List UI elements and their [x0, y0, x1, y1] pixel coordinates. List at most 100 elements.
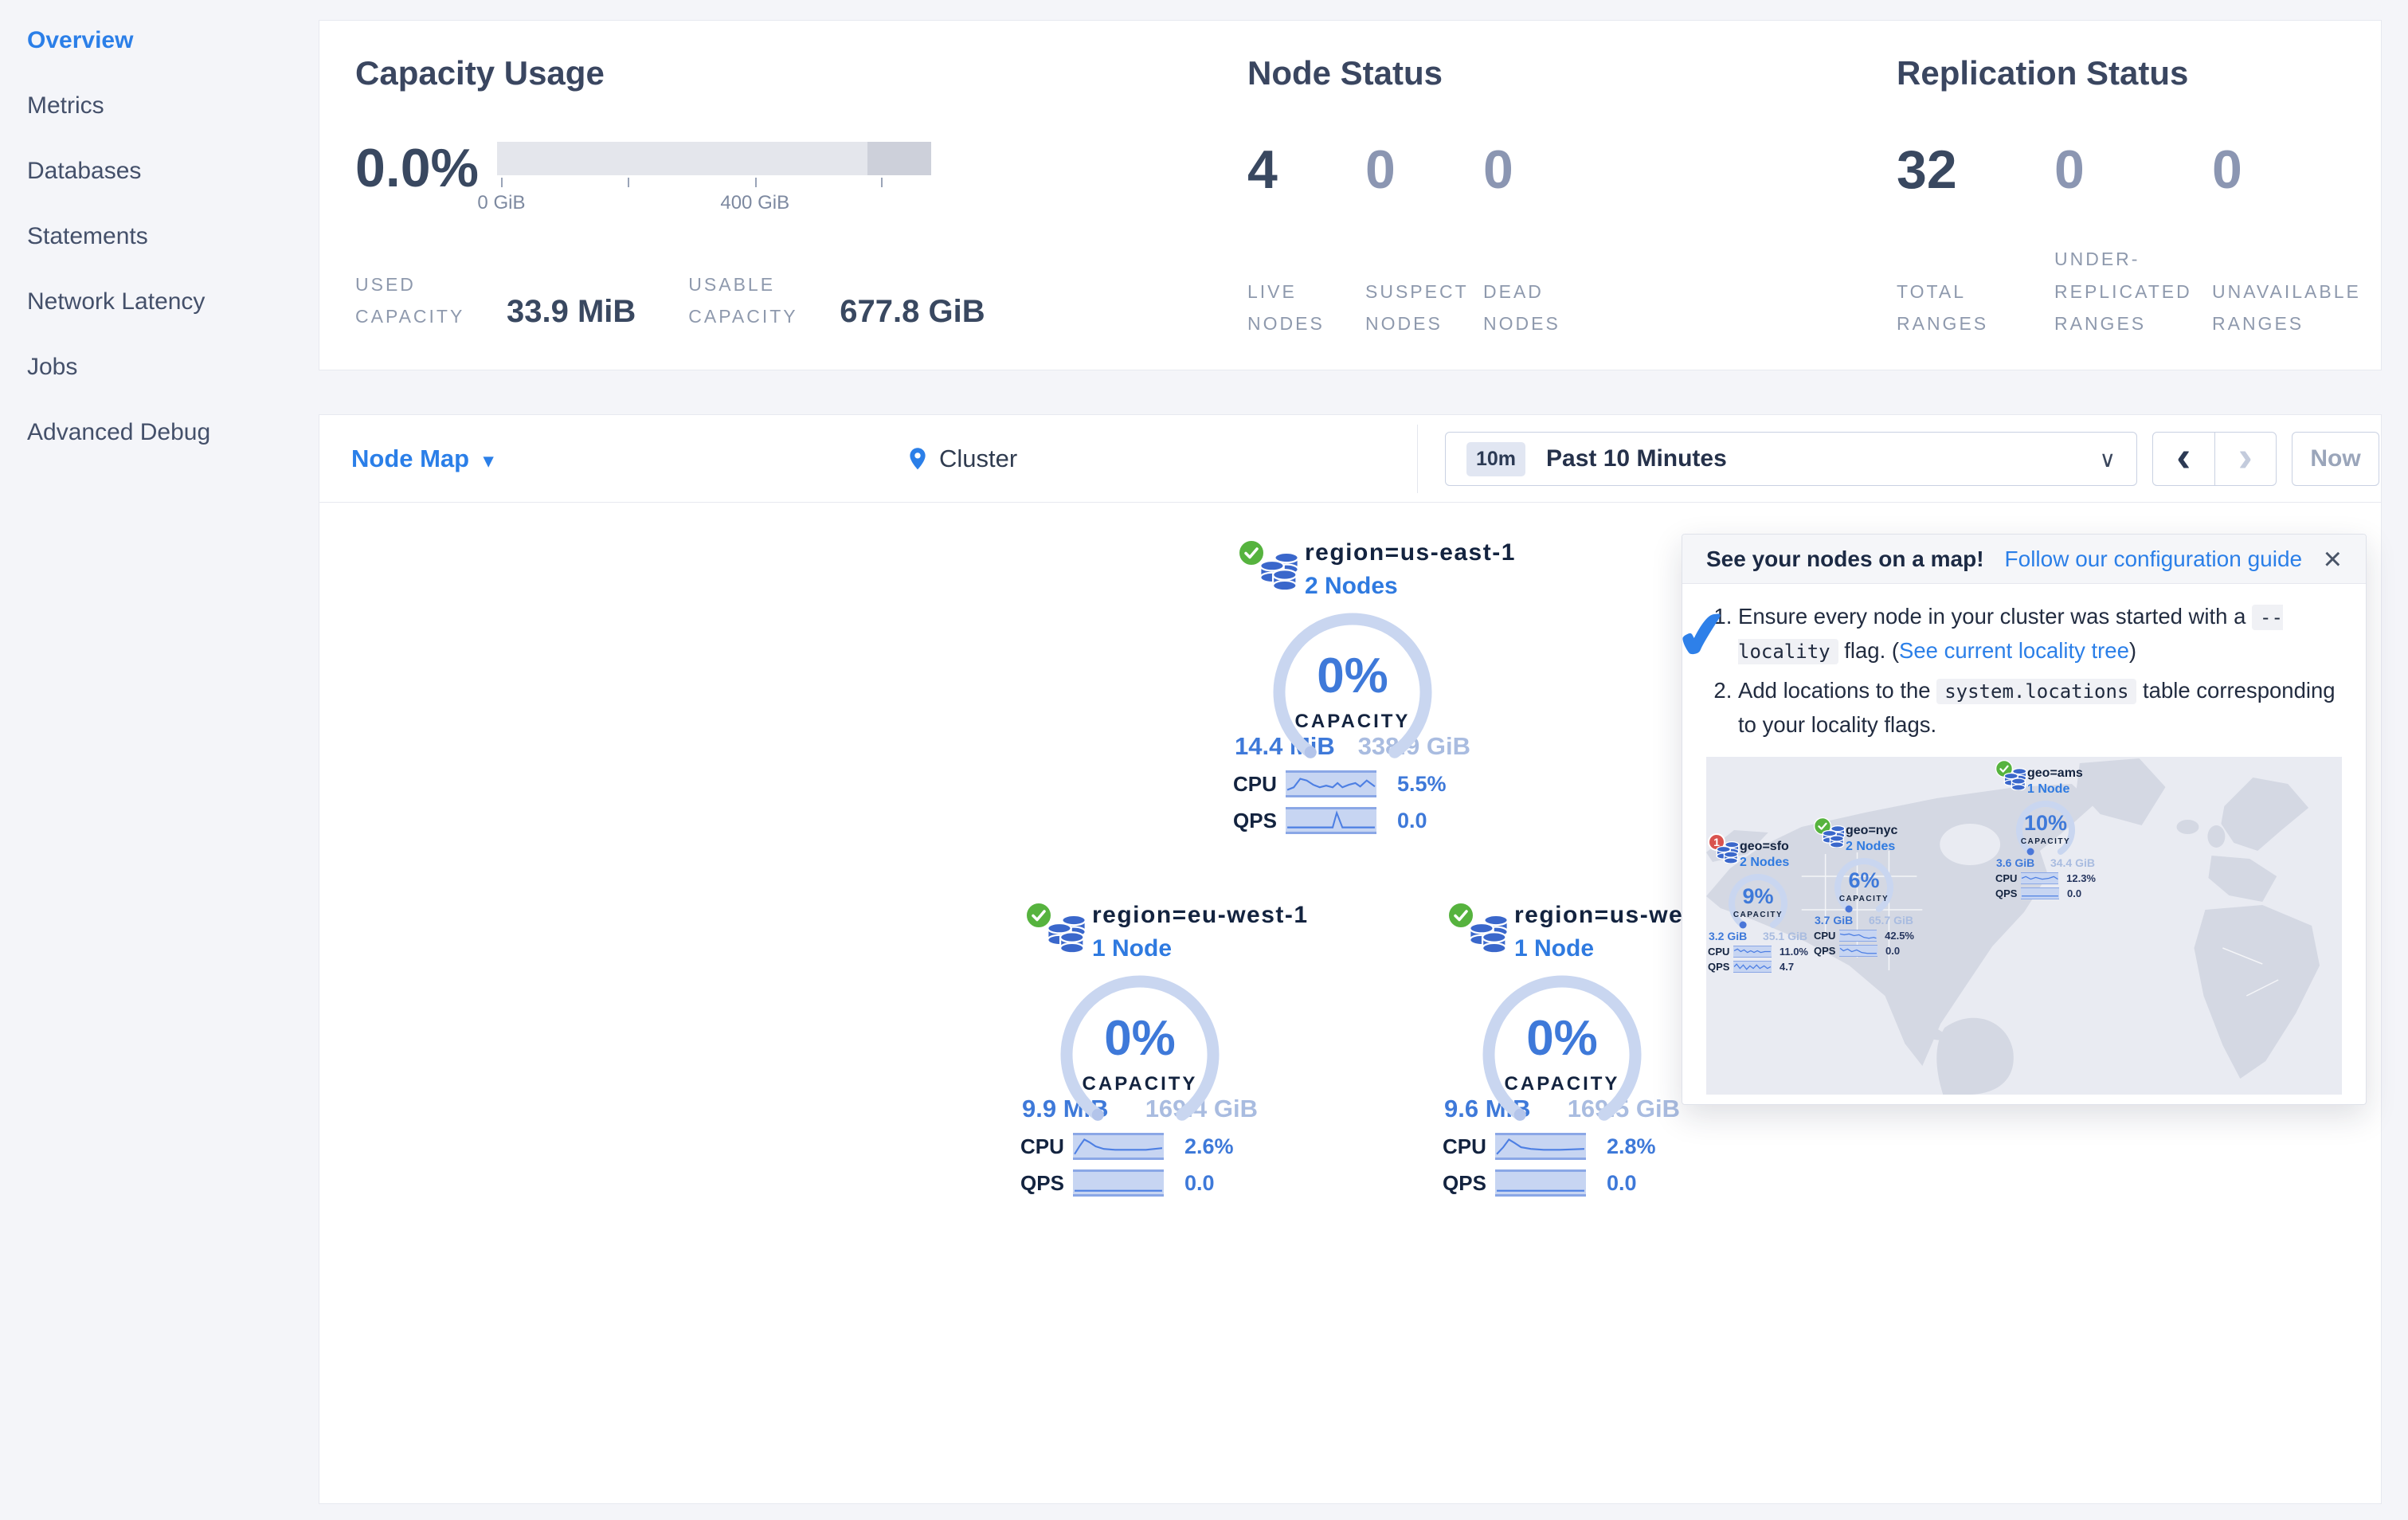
- time-range-pager: ‹ ›: [2152, 432, 2277, 486]
- preview-usable-capacity: 34.4 GiB: [2050, 856, 2095, 869]
- total-ranges-label: TOTAL RANGES: [1897, 280, 1989, 334]
- time-range-selector[interactable]: 10m Past 10 Minutes ∨: [1445, 432, 2137, 486]
- breadcrumb-label: Cluster: [939, 445, 1018, 472]
- chevron-right-icon: ›: [2238, 433, 2253, 480]
- cpu-sparkline: [1733, 945, 1772, 958]
- region-card-us-west-1[interactable]: region=us-west-1 1 Node 0% CAPACITY 9.6 …: [1427, 902, 1731, 1197]
- preview-node-name: geo=nyc: [1846, 823, 1898, 837]
- capacity-bar-tick: [627, 178, 629, 187]
- gauge-capacity-label: CAPACITY: [1838, 894, 1889, 903]
- qps-label: QPS: [1443, 1170, 1486, 1195]
- configuration-guide-link[interactable]: Follow our configuration guide: [2004, 546, 2303, 571]
- region-card-eu-west-1[interactable]: region=eu-west-1 1 Node 0% CAPACITY 9.9 …: [1004, 902, 1309, 1197]
- locality-breadcrumb[interactable]: Cluster: [909, 415, 1017, 503]
- toolbar-divider: [1417, 425, 1418, 493]
- now-button[interactable]: Now: [2292, 432, 2379, 486]
- region-card-us-east-1[interactable]: region=us-east-1 2 Nodes 0% CAPACITY 14.…: [1217, 539, 1514, 834]
- caret-down-icon: ▾: [484, 449, 494, 472]
- setup-step-2: Add locations to the system.locations ta…: [1738, 674, 2342, 742]
- qps-value: 0.0: [1184, 1170, 1215, 1195]
- replication-status-title: Replication Status: [1897, 54, 2189, 92]
- cpu-value: 5.5%: [1397, 771, 1447, 796]
- region-nodes-link[interactable]: 2 Nodes: [1305, 573, 1398, 599]
- qps-label: QPS: [1020, 1170, 1064, 1195]
- capacity-gauge: 0% CAPACITY: [1265, 605, 1440, 764]
- used-capacity-stat: USED CAPACITY 33.9 MiB: [355, 268, 636, 333]
- cpu-value: 12.3%: [2066, 872, 2096, 884]
- sidebar-item-statements[interactable]: Statements: [27, 223, 148, 249]
- sidebar-item-overview[interactable]: Overview: [27, 27, 134, 53]
- close-icon[interactable]: ×: [2323, 541, 2342, 577]
- capacity-bar-tick: [501, 178, 503, 187]
- region-nodes-link[interactable]: 1 Node: [1092, 935, 1173, 962]
- world-map-illustration: [1706, 756, 2342, 1095]
- cpu-label: CPU: [1708, 945, 1730, 958]
- suspect-nodes-label: SUSPECT NODES: [1365, 280, 1469, 334]
- sidebar-item-network-latency[interactable]: Network Latency: [27, 288, 206, 315]
- capacity-gauge: 6% CAPACITY: [1828, 854, 1900, 923]
- preview-node-nyc: geo=nyc 2 Nodes 6% CAPACITY: [1812, 817, 1916, 957]
- cpu-sparkline: [1073, 1133, 1164, 1160]
- capacity-bar-ticks: [497, 178, 931, 189]
- usable-capacity-label: USABLE CAPACITY: [688, 274, 798, 327]
- preview-used-capacity: 3.6 GiB: [1996, 856, 2035, 869]
- cpu-label: CPU: [1814, 929, 1836, 942]
- live-nodes-label: LIVE NODES: [1247, 280, 1325, 334]
- locality-tree-link[interactable]: See current locality tree: [1899, 637, 2129, 663]
- dead-nodes-label: DEAD NODES: [1483, 280, 1560, 334]
- database-nodes-icon: [1822, 825, 1846, 852]
- cpu-value: 11.0%: [1779, 945, 1808, 958]
- time-range-badge: 10m: [1466, 441, 1526, 476]
- chevron-down-icon: ∨: [2099, 446, 2116, 472]
- gauge-percent: 9%: [1742, 883, 1774, 908]
- time-range-prev-button[interactable]: ‹: [2153, 433, 2215, 485]
- view-mode-dropdown[interactable]: Node Map ▾: [351, 415, 493, 503]
- region-name: region=us-west-1: [1514, 902, 1731, 928]
- gauge-capacity-label: CAPACITY: [2020, 836, 2071, 846]
- qps-sparkline: [1073, 1169, 1164, 1197]
- time-range-next-button[interactable]: ›: [2215, 433, 2277, 485]
- healthy-check-icon: [1025, 902, 1052, 933]
- gauge-capacity-label: CAPACITY: [1082, 1073, 1198, 1095]
- database-nodes-icon: [1046, 914, 1087, 957]
- step-text: Add locations to the: [1738, 678, 1937, 703]
- code-system-locations: system.locations: [1936, 679, 2137, 705]
- qps-label: QPS: [1814, 944, 1836, 957]
- sidebar-item-metrics[interactable]: Metrics: [27, 92, 104, 119]
- capacity-usage-section: Capacity Usage 0.0% 0 GiB 400 GiB: [355, 54, 1239, 333]
- preview-used-capacity: 3.2 GiB: [1709, 929, 1748, 942]
- unavailable-ranges-label: UNAVAILABLE RANGES: [2212, 280, 2361, 334]
- region-name: region=eu-west-1: [1092, 902, 1309, 928]
- preview-node-name: geo=ams: [2027, 766, 2083, 780]
- cpu-value: 2.8%: [1607, 1134, 1656, 1158]
- capacity-used-percent: 0.0%: [355, 138, 479, 198]
- step-text: table corresponding to your locality fla…: [1738, 678, 2336, 737]
- usable-capacity-stat: USABLE CAPACITY 677.8 GiB: [688, 268, 985, 333]
- preview-node-ams: geo=ams 1 Node 10% CAPACITY: [1994, 759, 2097, 899]
- sidebar-item-advanced-debug[interactable]: Advanced Debug: [27, 419, 211, 445]
- step-done-check-icon: ✔: [1671, 596, 1734, 675]
- setup-steps: Ensure every node in your cluster was st…: [1738, 600, 2342, 742]
- cpu-sparkline: [1495, 1133, 1586, 1160]
- capacity-axis-label-400: 400 GiB: [720, 192, 790, 214]
- qps-label: QPS: [1708, 960, 1730, 973]
- sidebar-item-databases[interactable]: Databases: [27, 158, 142, 184]
- popup-title: See your nodes on a map!: [1706, 546, 1984, 571]
- capacity-gauge: 0% CAPACITY: [1052, 967, 1227, 1126]
- preview-node-count: 2 Nodes: [1740, 855, 1790, 869]
- cpu-value: 2.6%: [1184, 1134, 1234, 1158]
- capacity-bar-track: [497, 142, 931, 175]
- dead-nodes-value: 0: [1483, 139, 1513, 200]
- preview-node-count: 2 Nodes: [1846, 839, 1896, 853]
- replication-status-section: Replication Status 32 TOTAL RANGES 0 UND…: [1897, 54, 2370, 339]
- qps-sparkline: [2021, 887, 2059, 899]
- region-nodes-link[interactable]: 1 Node: [1514, 935, 1595, 962]
- cluster-summary-panel: Capacity Usage 0.0% 0 GiB 400 GiB: [319, 20, 2382, 370]
- sidebar-item-jobs[interactable]: Jobs: [27, 354, 78, 380]
- gauge-capacity-label: CAPACITY: [1294, 711, 1411, 732]
- step-text: Ensure every node in your cluster was st…: [1738, 604, 2253, 629]
- preview-usable-capacity: 35.1 GiB: [1762, 929, 1807, 942]
- capacity-gauge: 9% CAPACITY: [1722, 870, 1794, 939]
- qps-value: 0.0: [1607, 1170, 1637, 1195]
- chevron-left-icon: ‹: [2176, 433, 2191, 480]
